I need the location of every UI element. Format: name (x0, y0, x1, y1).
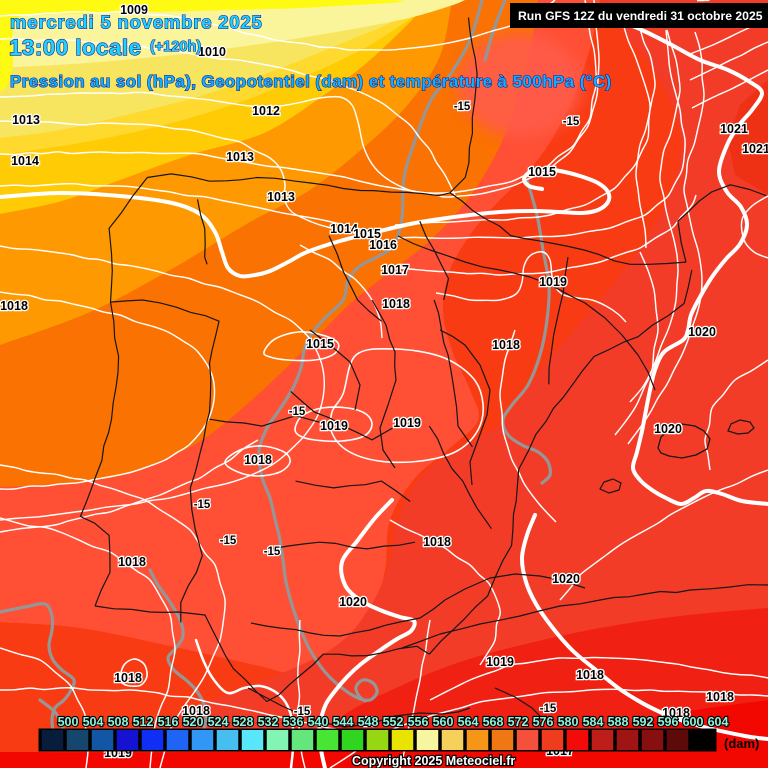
svg-text:Pression au sol (hPa), Geopote: Pression au sol (hPa), Geopotentiel (dam… (10, 72, 612, 91)
svg-text:1018: 1018 (382, 297, 410, 311)
svg-text:Run GFS 12Z du vendredi 31 oct: Run GFS 12Z du vendredi 31 octobre 2025 (518, 9, 763, 23)
svg-text:512: 512 (133, 715, 154, 729)
svg-text:-15: -15 (540, 703, 557, 715)
svg-text:1020: 1020 (552, 572, 580, 586)
svg-text:1020: 1020 (688, 325, 716, 339)
svg-text:1019: 1019 (320, 419, 348, 433)
svg-text:-15: -15 (294, 706, 311, 718)
svg-text:524: 524 (208, 715, 229, 729)
svg-text:mercredi 5 novembre 2025: mercredi 5 novembre 2025 (10, 12, 263, 33)
svg-text:1019: 1019 (539, 275, 567, 289)
svg-text:-15: -15 (563, 116, 580, 128)
svg-text:-15: -15 (194, 499, 211, 511)
svg-text:564: 564 (458, 715, 479, 729)
svg-text:536: 536 (283, 715, 304, 729)
svg-text:1013: 1013 (267, 190, 295, 204)
svg-text:552: 552 (383, 715, 404, 729)
svg-text:-15: -15 (360, 717, 377, 729)
svg-text:1018: 1018 (423, 535, 451, 549)
svg-text:1018: 1018 (492, 338, 520, 352)
svg-text:1020: 1020 (339, 595, 367, 609)
svg-text:600: 600 (683, 715, 704, 729)
svg-text:1021: 1021 (742, 142, 768, 156)
svg-text:1018: 1018 (182, 704, 210, 718)
svg-text:588: 588 (608, 715, 629, 729)
svg-text:548: 548 (358, 715, 379, 729)
svg-text:572: 572 (508, 715, 529, 729)
svg-text:1018: 1018 (662, 706, 690, 720)
svg-text:1017: 1017 (381, 263, 409, 277)
svg-text:1010: 1010 (198, 45, 226, 59)
svg-text:584: 584 (583, 715, 604, 729)
svg-text:1020: 1020 (654, 422, 682, 436)
svg-text:520: 520 (183, 715, 204, 729)
svg-text:-15: -15 (289, 406, 306, 418)
svg-text:1009: 1009 (120, 3, 148, 17)
svg-text:(+120h): (+120h) (150, 39, 201, 55)
svg-text:1016: 1016 (369, 238, 397, 252)
svg-text:528: 528 (233, 715, 254, 729)
svg-text:540: 540 (308, 715, 329, 729)
svg-text:1015: 1015 (306, 337, 334, 351)
svg-text:504: 504 (83, 715, 104, 729)
svg-text:1015: 1015 (353, 227, 381, 241)
svg-text:13:00 locale: 13:00 locale (9, 35, 141, 60)
svg-text:1012: 1012 (252, 104, 280, 118)
svg-text:568: 568 (483, 715, 504, 729)
svg-text:1018: 1018 (576, 668, 604, 682)
svg-text:580: 580 (558, 715, 579, 729)
svg-text:1018: 1018 (118, 555, 146, 569)
svg-text:556: 556 (408, 715, 429, 729)
svg-text:596: 596 (658, 715, 679, 729)
svg-text:1021: 1021 (720, 122, 748, 136)
svg-text:500: 500 (58, 715, 79, 729)
svg-text:560: 560 (433, 715, 454, 729)
svg-text:1014: 1014 (11, 154, 39, 168)
svg-text:508: 508 (108, 715, 129, 729)
svg-text:1018: 1018 (244, 453, 272, 467)
svg-text:576: 576 (533, 715, 554, 729)
svg-text:-15: -15 (220, 535, 237, 547)
svg-text:1015: 1015 (528, 165, 556, 179)
svg-text:-15: -15 (694, 0, 711, 3)
svg-text:532: 532 (258, 715, 279, 729)
svg-text:1019: 1019 (393, 416, 421, 430)
svg-text:1018: 1018 (114, 671, 142, 685)
svg-text:544: 544 (333, 715, 354, 729)
svg-text:-15: -15 (264, 546, 281, 558)
svg-text:1013: 1013 (226, 150, 254, 164)
svg-text:516: 516 (158, 715, 179, 729)
svg-text:Copyright 2025 Meteociel.fr: Copyright 2025 Meteociel.fr (352, 754, 515, 768)
svg-text:1018: 1018 (706, 690, 734, 704)
svg-text:592: 592 (633, 715, 654, 729)
svg-text:1013: 1013 (12, 113, 40, 127)
svg-text:(dam): (dam) (724, 736, 759, 751)
svg-text:604: 604 (708, 715, 729, 729)
svg-text:1018: 1018 (0, 299, 28, 313)
svg-text:-15: -15 (454, 101, 471, 113)
svg-text:1014: 1014 (330, 222, 358, 236)
svg-text:1019: 1019 (486, 655, 514, 669)
